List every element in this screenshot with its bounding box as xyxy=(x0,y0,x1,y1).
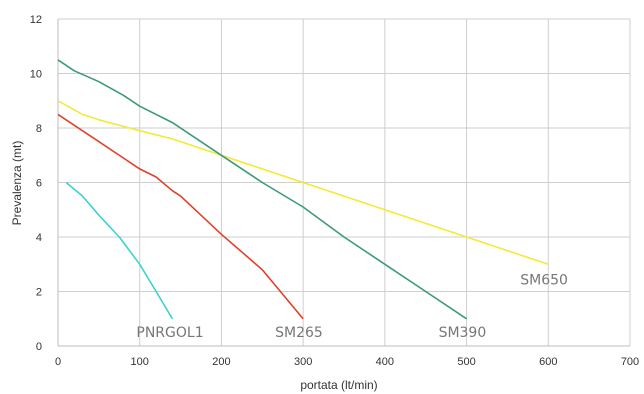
x-tick-label: 300 xyxy=(294,356,312,368)
series-lines xyxy=(57,59,549,320)
x-tick-label: 400 xyxy=(376,356,394,368)
y-tick-label: 10 xyxy=(30,69,42,81)
y-tick-label: 4 xyxy=(36,232,42,244)
grid xyxy=(58,18,631,346)
x-axis-ticks: 0 100 200 300 400 500 600 700 xyxy=(55,356,639,368)
x-tick-label: 600 xyxy=(539,356,557,368)
series-labels: SM650 SM390 SM265 PNRGOL1 xyxy=(136,272,568,341)
plot-area xyxy=(57,19,630,347)
series-line-pnrgol1 xyxy=(65,181,174,320)
y-axis-title: Prevalenza (mt) xyxy=(10,141,24,226)
y-tick-label: 12 xyxy=(30,14,42,26)
series-line-sm265 xyxy=(57,113,304,320)
x-axis-title: portata (lt/min) xyxy=(300,378,377,392)
x-tick-label: 500 xyxy=(457,356,475,368)
series-line-sm650 xyxy=(57,100,549,266)
series-line-sm390 xyxy=(57,59,468,320)
series-label-pnrgol1: PNRGOL1 xyxy=(136,325,203,341)
x-tick-label: 200 xyxy=(212,356,230,368)
y-tick-label: 6 xyxy=(36,178,42,190)
y-tick-label: 2 xyxy=(36,287,42,299)
x-tick-label: 100 xyxy=(131,356,149,368)
x-tick-label: 0 xyxy=(55,356,61,368)
series-label-sm390: SM390 xyxy=(439,325,487,341)
y-axis-ticks: 0 2 4 6 8 10 12 xyxy=(30,14,42,353)
y-tick-label: 8 xyxy=(36,123,42,135)
y-tick-label: 0 xyxy=(36,341,42,353)
series-label-sm265: SM265 xyxy=(275,325,323,341)
series-label-sm650: SM650 xyxy=(520,272,568,288)
x-tick-label: 700 xyxy=(621,356,639,368)
